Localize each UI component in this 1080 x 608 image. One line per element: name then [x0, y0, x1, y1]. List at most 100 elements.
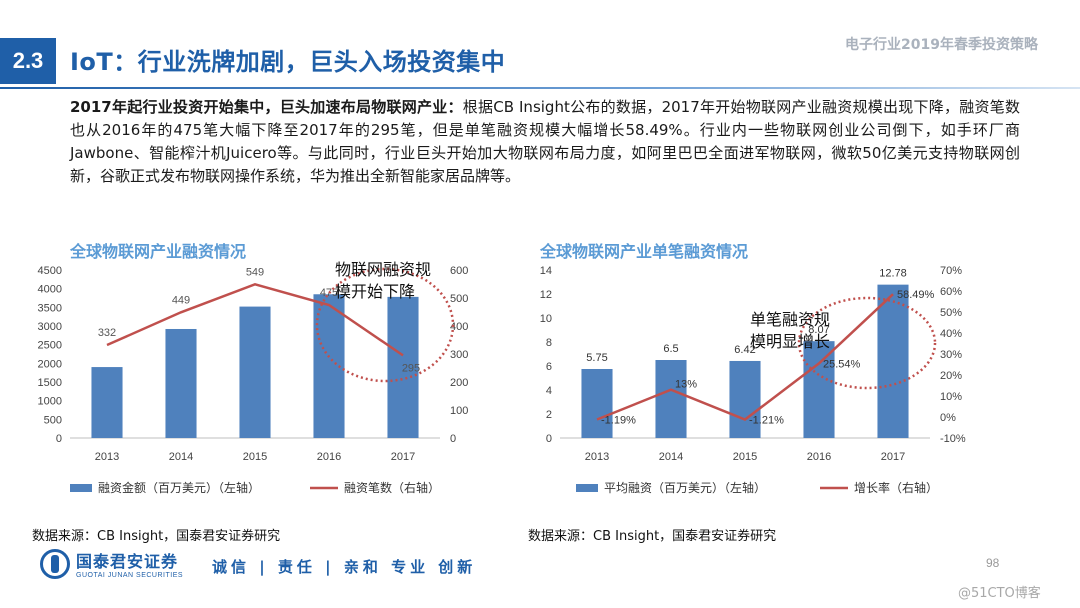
right-axis-tick-label: 0: [450, 433, 456, 445]
source-note-right: 数据来源：CB Insight，国泰君安证券研究: [528, 529, 777, 544]
left-axis-tick-label: 4500: [38, 265, 62, 277]
line-data-label: 295: [402, 362, 420, 374]
x-axis-tick-label: 2015: [243, 451, 267, 463]
footer-slogan: 诚信 | 责任 | 亲和 专业 创新: [212, 558, 477, 576]
left-axis-tick-label: 4: [546, 385, 552, 397]
annotation-text: 模开始下降: [335, 283, 415, 301]
bar: [387, 296, 419, 438]
right-axis-tick-label: 500: [450, 293, 468, 305]
left-axis-tick-label: 1500: [38, 377, 62, 389]
company-logo: 国泰君安证券 GUOTAI JUNAN SECURITIES: [40, 548, 183, 579]
annotation-text: 单笔融资规: [750, 311, 830, 329]
right-axis-tick-label: 20%: [940, 370, 962, 382]
logo-name-en: GUOTAI JUNAN SECURITIES: [76, 572, 184, 579]
right-axis-tick-label: 50%: [940, 307, 962, 319]
annotation-text: 物联网融资规: [335, 261, 431, 279]
left-axis-tick-label: 4000: [38, 284, 62, 296]
right-axis-tick-label: 200: [450, 377, 468, 389]
left-axis-tick-label: 10: [540, 313, 552, 325]
body-paragraph: 2017年起行业投资开始集中，巨头加速布局物联网产业：根据CB Insight公…: [70, 96, 1020, 188]
left-axis-tick-label: 500: [44, 414, 62, 426]
chart-title-single-funding: 全球物联网产业单笔融资情况: [540, 242, 749, 261]
chart-funding: 0 500 1000 1500 2000 2500 3000 3500 4000 4500 0 100…: [38, 261, 469, 495]
x-axis-tick-label: 2015: [733, 451, 757, 463]
bar-data-label: 6.5: [663, 343, 678, 355]
right-axis-tick-label: 100: [450, 405, 468, 417]
x-axis-tick-label: 2013: [585, 451, 609, 463]
report-title: 电子行业2019年春季投资策略: [845, 37, 1038, 53]
right-axis-tick-label: 40%: [940, 328, 962, 340]
legend-bar-swatch: [576, 484, 598, 492]
line-data-label: 449: [172, 294, 190, 306]
right-axis-tick-label: 60%: [940, 286, 962, 298]
bar: [91, 367, 123, 438]
left-axis-tick-label: 1000: [38, 396, 62, 408]
left-axis-tick-label: 2500: [38, 340, 62, 352]
chart-title-funding: 全球物联网产业融资情况: [70, 242, 247, 261]
line-data-label: -1.21%: [749, 415, 784, 427]
x-axis-tick-label: 2014: [169, 451, 193, 463]
annotation-ellipse: [315, 267, 455, 383]
line-data-label: 332: [98, 327, 116, 339]
right-axis-tick-label: 10%: [940, 391, 962, 403]
left-axis-tick-label: 6: [546, 361, 552, 373]
left-axis-tick-label: 3500: [38, 302, 62, 314]
left-axis-tick-label: 8: [546, 337, 552, 349]
line-series: [106, 282, 404, 357]
bar: [729, 360, 761, 438]
x-axis-tick-label: 2017: [881, 451, 905, 463]
line-data-label: 13%: [675, 379, 697, 391]
left-axis-tick-label: 12: [540, 289, 552, 301]
legend-bar-swatch: [70, 484, 92, 492]
line-data-label: 58.49%: [897, 289, 935, 301]
source-note-left: 数据来源：CB Insight，国泰君安证券研究: [32, 529, 281, 544]
bar: [655, 360, 687, 438]
bar-data-label: 12.78: [879, 268, 907, 280]
bar-data-label: 5.75: [586, 352, 607, 364]
left-axis-tick-label: 2000: [38, 358, 62, 370]
page-number: 98: [986, 556, 1000, 570]
left-axis-tick-label: 14: [540, 265, 552, 277]
right-axis-tick-label: 0%: [940, 412, 956, 424]
bar: [803, 341, 835, 438]
line-data-label: 549: [246, 266, 264, 278]
chart-single-funding: 0 2 4 6 8 10 12 14 -10% 0% 10% 20% 30% 40% 50% 60% 70% 20…: [540, 265, 966, 495]
x-axis-tick-label: 2017: [391, 451, 415, 463]
line-series: [596, 293, 894, 421]
body-lead: 2017年起行业投资开始集中，巨头加速布局物联网产业：: [70, 98, 463, 116]
x-axis-tick-label: 2016: [317, 451, 341, 463]
bar: [877, 284, 909, 438]
line-data-label: 25.54%: [823, 358, 861, 370]
bar: [581, 369, 613, 438]
header-divider: [0, 87, 1080, 89]
right-axis-tick-label: 400: [450, 321, 468, 333]
bar-data-label: 6.42: [734, 344, 755, 356]
right-axis-tick-label: 600: [450, 265, 468, 277]
bar: [239, 306, 271, 438]
left-axis-tick-label: 0: [546, 433, 552, 445]
logo-icon: [40, 548, 70, 579]
bar-data-label: 8.07: [808, 324, 829, 336]
line-data-label: -1.19%: [601, 414, 636, 426]
right-axis-tick-label: 300: [450, 349, 468, 361]
right-axis-tick-label: 30%: [940, 349, 962, 361]
legend-line-label: 增长率（右轴）: [854, 480, 938, 495]
right-axis-tick-label: -10%: [940, 433, 966, 445]
left-axis-tick-label: 3000: [38, 321, 62, 333]
legend-bar-label: 融资金额（百万美元）（左轴）: [98, 480, 260, 495]
left-axis-tick-label: 0: [56, 433, 62, 445]
bar: [165, 328, 197, 438]
annotation-ellipse: [797, 296, 937, 390]
watermark: @51CTO博客: [958, 586, 1041, 601]
x-axis-tick-label: 2013: [95, 451, 119, 463]
annotation-text: 模明显增长: [750, 333, 830, 351]
section-number: 2.3: [0, 38, 56, 84]
body-text: 根据CB Insight公布的数据，2017年开始物联网产业融资规模出现下降，融…: [70, 98, 1020, 185]
page-title: IoT：行业洗牌加剧，巨头入场投资集中: [70, 48, 506, 76]
logo-name-cn: 国泰君安证券: [76, 552, 179, 571]
x-axis-tick-label: 2016: [807, 451, 831, 463]
left-axis-tick-label: 2: [546, 409, 552, 421]
legend-bar-label: 平均融资（百万美元）（左轴）: [604, 480, 766, 495]
right-axis-tick-label: 70%: [940, 265, 962, 277]
legend-line-label: 融资笔数（右轴）: [344, 480, 440, 495]
